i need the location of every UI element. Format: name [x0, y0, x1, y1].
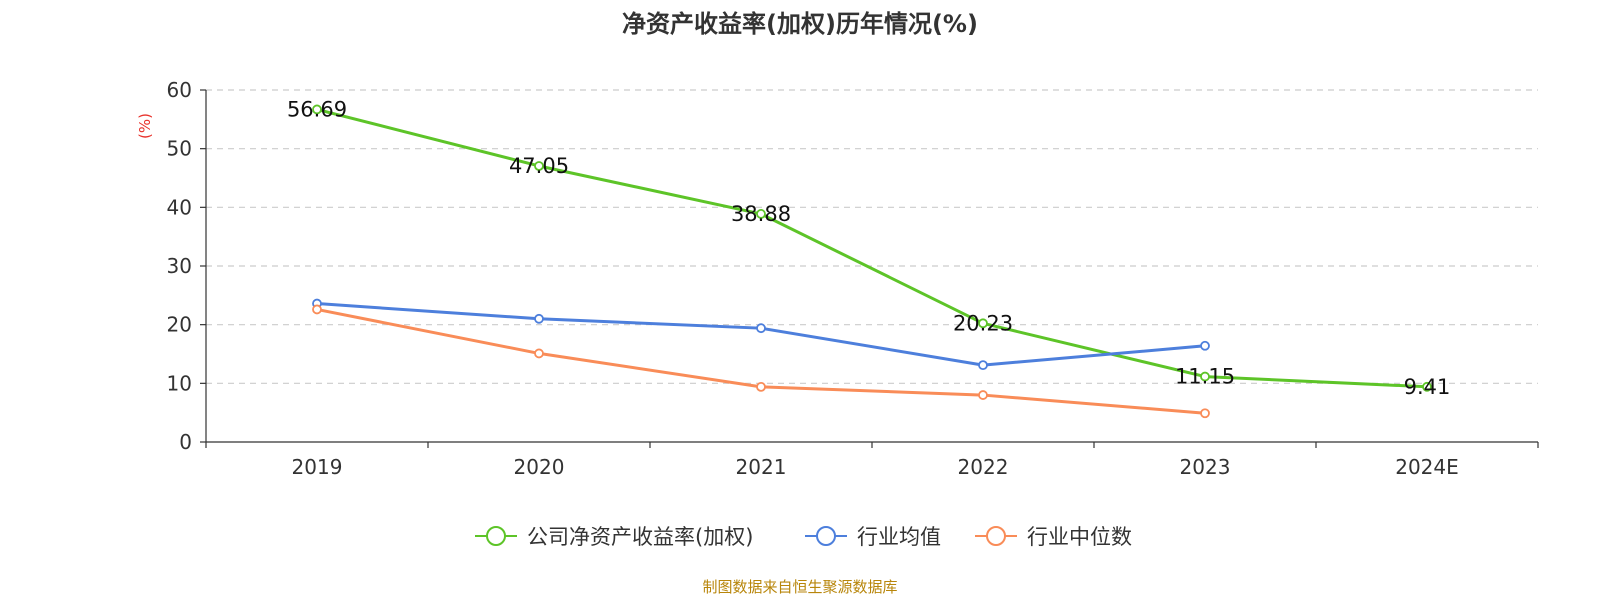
- data-label: 47.05: [509, 154, 569, 178]
- data-point: [534, 161, 544, 171]
- data-point: [312, 104, 322, 115]
- data-point: [312, 304, 322, 315]
- legend-item-2[interactable]: 行业中位数: [975, 525, 1132, 549]
- data-label: 20.23: [953, 311, 1013, 335]
- data-point: [1200, 371, 1210, 382]
- data-point: [534, 348, 544, 359]
- data-point: [1200, 408, 1210, 419]
- source-note: 制图数据来自恒生聚源数据库: [702, 578, 897, 596]
- data-point: [756, 209, 766, 219]
- legend-label: 行业均值: [857, 525, 941, 549]
- x-tick-label: 2024E: [1395, 455, 1459, 479]
- data-label: 38.88: [731, 202, 791, 226]
- data-point: [978, 318, 988, 329]
- x-tick-label: 2022: [958, 455, 1009, 479]
- legend-item-0[interactable]: 公司净资产收益率(加权): [475, 525, 753, 549]
- series-line-0: [316, 107, 1428, 389]
- y-tick-label: 0: [179, 430, 192, 454]
- x-tick-label: 2019: [292, 455, 343, 479]
- legend-marker: [816, 526, 836, 546]
- gridlines: [206, 89, 1538, 384]
- x-tick-label: 2023: [1180, 455, 1231, 479]
- data-label: 9.41: [1404, 375, 1451, 399]
- y-tick-label: 20: [167, 313, 192, 337]
- data-point: [1200, 340, 1210, 351]
- data-point: [756, 323, 766, 334]
- data-point: [978, 390, 988, 400]
- y-tick-label: 60: [167, 78, 192, 102]
- data-labels: 56.69 47.05 38.88 20.23 11.15 9.41: [287, 97, 1450, 398]
- legend-marker: [986, 526, 1006, 546]
- data-point: [1422, 381, 1432, 392]
- data-point: [978, 360, 988, 371]
- y-tick-label: 40: [167, 195, 192, 219]
- x-tick-label: 2020: [514, 455, 565, 479]
- x-tick-label: 2021: [736, 455, 787, 479]
- data-label: 56.69: [287, 97, 347, 121]
- y-tick-label: 50: [167, 137, 192, 161]
- legend[interactable]: 公司净资产收益率(加权) 行业均值 行业中位数: [475, 525, 1132, 549]
- legend-item-1[interactable]: 行业均值: [805, 525, 941, 549]
- y-tick-label: 10: [167, 371, 192, 395]
- data-label: 11.15: [1175, 365, 1235, 389]
- legend-marker: [486, 526, 506, 546]
- data-point: [534, 313, 544, 324]
- legend-label: 公司净资产收益率(加权): [527, 525, 753, 549]
- legend-label: 行业中位数: [1027, 525, 1132, 549]
- chart-title: 净资产收益率(加权)历年情况(%): [622, 10, 978, 38]
- y-axis-label: (%): [136, 113, 154, 139]
- y-tick-label: 30: [167, 254, 192, 278]
- data-point: [756, 381, 766, 392]
- series-group: [312, 104, 1432, 419]
- axes: 0 10 20 30 40 50 60 2019 2020 2021 2022 2023 2024E: [167, 78, 1539, 479]
